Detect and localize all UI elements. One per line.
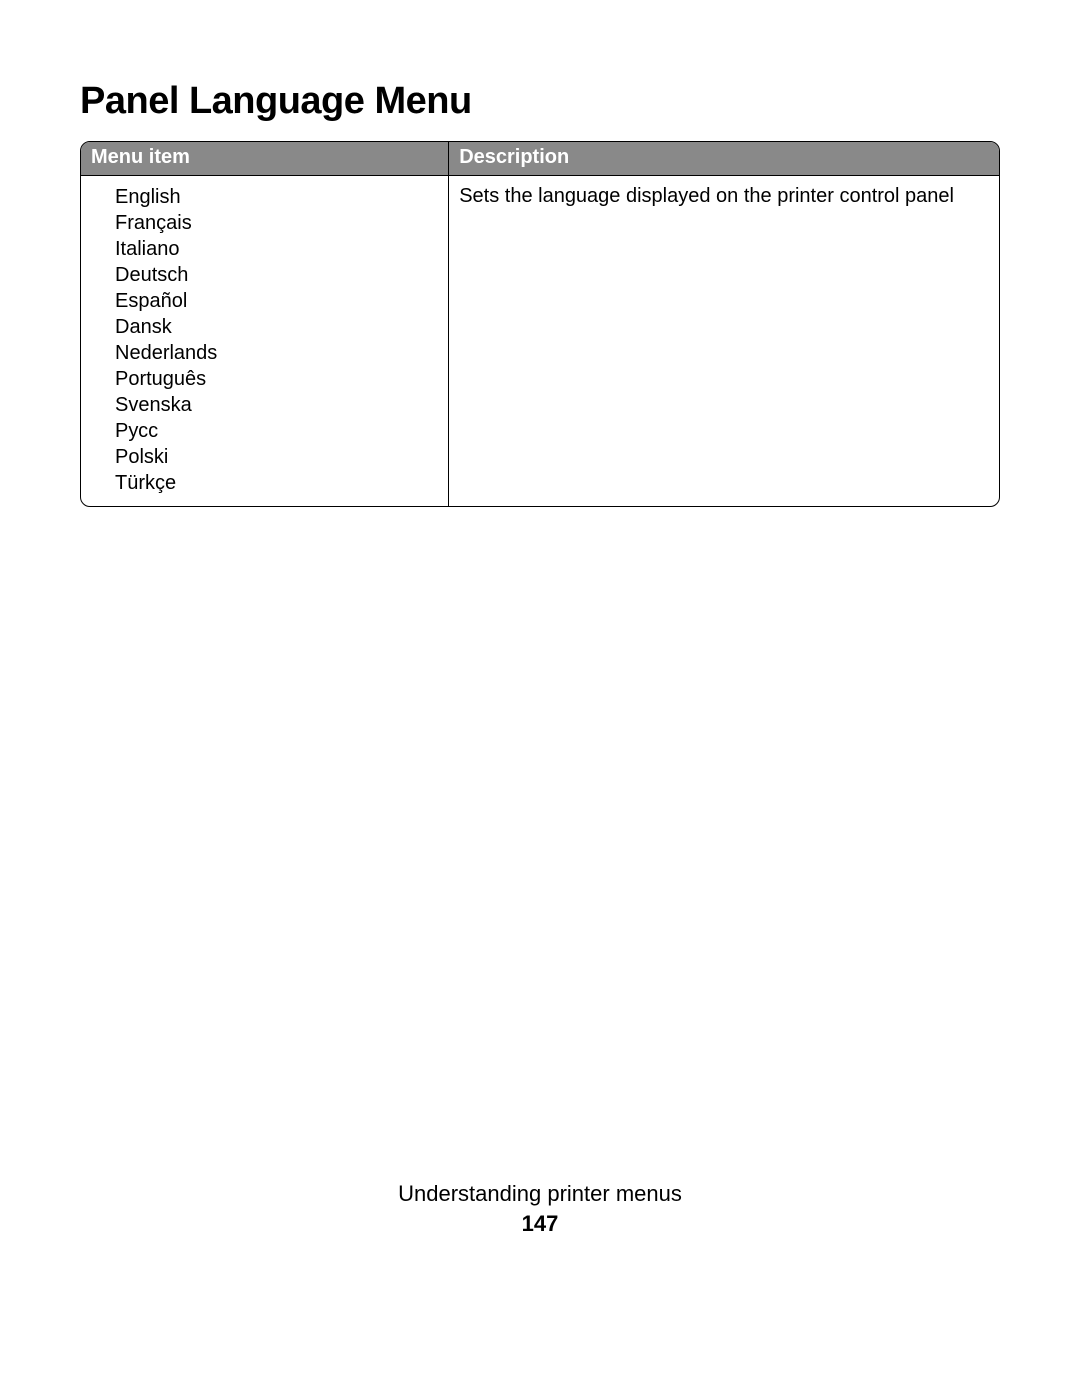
language-list: English Français Italiano Deutsch Españo… xyxy=(115,184,438,496)
footer-page-number: 147 xyxy=(0,1211,1080,1237)
column-header-menu-item: Menu item xyxy=(81,142,448,176)
table-header-row: Menu item Description xyxy=(81,142,999,176)
list-item: Nederlands xyxy=(115,340,438,366)
page-footer: Understanding printer menus 147 xyxy=(0,1181,1080,1237)
language-menu-table: Menu item Description English Français I… xyxy=(80,141,1000,507)
list-item: English xyxy=(115,184,438,210)
list-item: Русс xyxy=(115,418,438,444)
page-title: Panel Language Menu xyxy=(80,80,1000,123)
list-item: Svenska xyxy=(115,392,438,418)
footer-section-title: Understanding printer menus xyxy=(0,1181,1080,1207)
document-page: Panel Language Menu Menu item Descriptio… xyxy=(0,0,1080,1397)
list-item: Italiano xyxy=(115,236,438,262)
list-item: Polski xyxy=(115,444,438,470)
list-item: Dansk xyxy=(115,314,438,340)
column-header-description: Description xyxy=(448,142,999,176)
list-item: Français xyxy=(115,210,438,236)
table-row: English Français Italiano Deutsch Españo… xyxy=(81,176,999,506)
list-item: Español xyxy=(115,288,438,314)
list-item: Deutsch xyxy=(115,262,438,288)
description-cell: Sets the language displayed on the print… xyxy=(448,176,999,506)
list-item: Türkçe xyxy=(115,470,438,496)
list-item: Português xyxy=(115,366,438,392)
menu-item-cell: English Français Italiano Deutsch Españo… xyxy=(81,176,448,506)
